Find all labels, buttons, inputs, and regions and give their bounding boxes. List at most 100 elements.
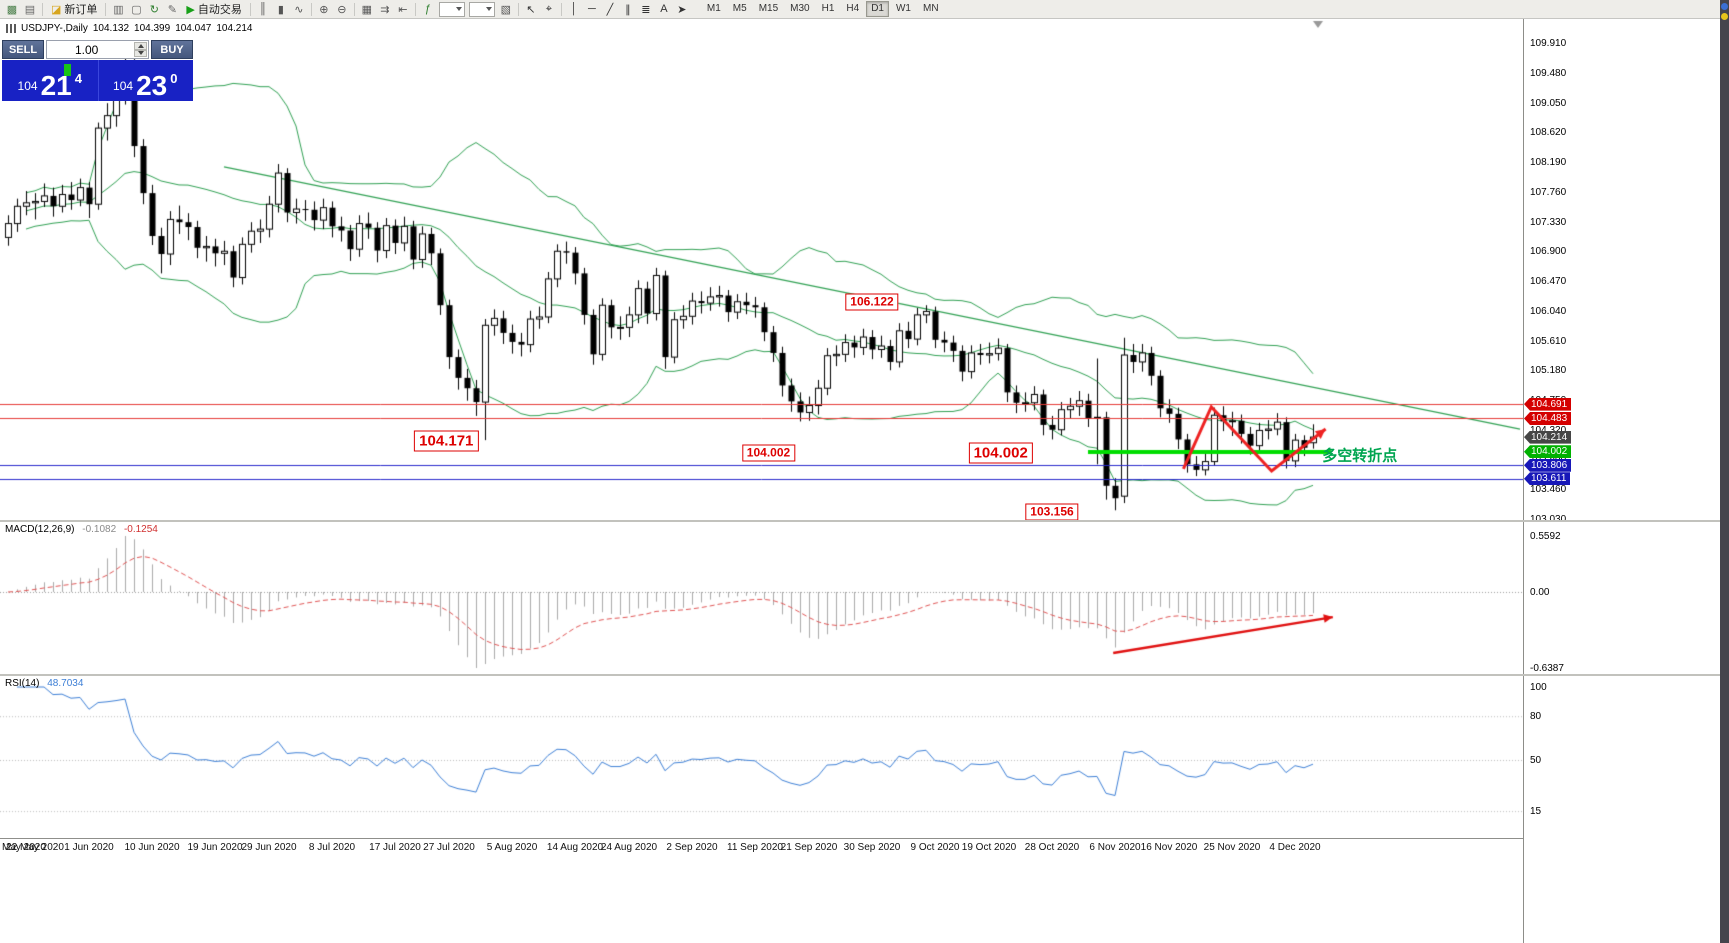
chart-profiles-icon[interactable]: ▤ bbox=[24, 3, 36, 16]
date-label: 19 Oct 2020 bbox=[961, 842, 1017, 853]
macd-panel-canvas[interactable] bbox=[0, 522, 1523, 676]
sell-price-point: 4 bbox=[74, 71, 82, 86]
time-axis[interactable]: May 2020 22 May 2020 1 Jun 2020 10 Jun 2020… bbox=[0, 838, 1523, 857]
rsi-pane-splitter[interactable] bbox=[0, 674, 1729, 676]
price-scale[interactable]: 109.910 109.480 109.050 108.620 108.190 107.7… bbox=[1523, 18, 1721, 943]
trendline-icon[interactable]: ╱ bbox=[606, 3, 614, 16]
market-watch-icon[interactable]: ▥ bbox=[113, 3, 124, 16]
zoom-out-icon[interactable]: ⊖ bbox=[337, 3, 347, 16]
blue-dot-icon[interactable] bbox=[1721, 3, 1728, 10]
volume-spinner[interactable] bbox=[134, 42, 147, 57]
date-label: 4 Dec 2020 bbox=[1269, 842, 1321, 853]
chart-shift-icon[interactable]: ⇤ bbox=[398, 3, 408, 16]
date-label: 30 Sep 2020 bbox=[843, 842, 901, 853]
indicators-icon[interactable]: ƒ bbox=[424, 3, 431, 15]
date-label: 11 Sep 2020 bbox=[727, 842, 783, 853]
vertical-line-icon[interactable]: │ bbox=[570, 3, 578, 15]
fibonacci-icon[interactable]: ≣ bbox=[641, 3, 651, 16]
timeframe-m5[interactable]: M5 bbox=[732, 3, 747, 14]
sell-button[interactable]: SELL bbox=[2, 40, 44, 59]
price-scale-label: 107.760 bbox=[1530, 186, 1567, 198]
buy-price-area[interactable]: 104 23 0 bbox=[98, 60, 194, 101]
timeframe-m15[interactable]: M15 bbox=[758, 3, 779, 14]
price-scale-label: 106.900 bbox=[1530, 246, 1567, 258]
chart-icon bbox=[6, 24, 16, 33]
ohlc-close: 104.214 bbox=[216, 23, 253, 34]
volume-input[interactable]: 1.00 bbox=[46, 40, 149, 59]
metaeditor-icon[interactable]: ✎ bbox=[167, 3, 178, 16]
macd-label: MACD(12,26,9) -0.1082 -0.1254 bbox=[5, 524, 158, 535]
timeframe-group: M1 M5 M15 M30 H1 H4 D1 W1 MN bbox=[701, 1, 945, 17]
autotrading-button[interactable]: ▶ 自动交易 bbox=[181, 1, 246, 17]
tile-windows-icon[interactable]: ▦ bbox=[361, 3, 373, 16]
price-scale-label: 109.480 bbox=[1530, 67, 1567, 79]
date-label: 22 May 2020 bbox=[6, 842, 64, 853]
tick-up-indicator bbox=[64, 64, 71, 76]
sell-price-area[interactable]: 104 21 4 bbox=[2, 60, 98, 101]
price-scale-label: 106.470 bbox=[1530, 276, 1567, 287]
rsi-value: 48.7034 bbox=[47, 678, 84, 689]
price-scale-label: 105.180 bbox=[1530, 365, 1567, 377]
sell-price-base: 104 bbox=[17, 79, 38, 93]
timeframe-w1[interactable]: W1 bbox=[895, 3, 911, 14]
indicators-dropdown[interactable] bbox=[438, 1, 465, 17]
strategy-tester-icon[interactable]: ↻ bbox=[149, 3, 160, 16]
macd-signal-value: -0.1254 bbox=[123, 524, 158, 535]
price-tag-103.611: 103.611 bbox=[1524, 472, 1571, 486]
timeframe-mn[interactable]: MN bbox=[922, 3, 939, 14]
crosshair-icon[interactable]: ⌖ bbox=[545, 2, 552, 15]
price-scale-label: 105.610 bbox=[1530, 335, 1567, 347]
price-scale-label: 108.190 bbox=[1530, 157, 1567, 168]
date-label: 8 Jul 2020 bbox=[308, 842, 356, 853]
timeframe-h1[interactable]: H1 bbox=[821, 3, 835, 14]
rsi-panel-canvas[interactable] bbox=[0, 676, 1523, 838]
price-tag-103.806: 103.806 bbox=[1524, 458, 1572, 472]
price-scale-label: 109.050 bbox=[1530, 97, 1567, 109]
toolbar-separator bbox=[414, 2, 416, 16]
ohlc-low: 104.047 bbox=[175, 23, 212, 34]
new-chart-icon[interactable]: ▩ bbox=[6, 3, 18, 16]
price-chart-canvas[interactable] bbox=[0, 18, 1523, 522]
buy-price-pips: 23 bbox=[136, 70, 168, 101]
auto-scroll-icon[interactable]: ⇉ bbox=[380, 3, 390, 16]
data-window-icon[interactable]: ▢ bbox=[131, 3, 142, 16]
date-label: 25 Nov 2020 bbox=[1203, 842, 1261, 853]
zoom-in-icon[interactable]: ⊕ bbox=[319, 3, 329, 16]
volume-increase-icon[interactable] bbox=[134, 42, 147, 50]
cursor-icon[interactable]: ↖ bbox=[526, 3, 536, 16]
price-scale-label: 107.330 bbox=[1530, 216, 1567, 228]
price-tag-104.214: 104.214 bbox=[1524, 430, 1572, 444]
timeframe-d1[interactable]: D1 bbox=[866, 1, 889, 17]
price-scale-label: 109.910 bbox=[1530, 38, 1567, 49]
buy-price-base: 104 bbox=[113, 79, 134, 93]
candlestick-chart-icon[interactable]: ▮ bbox=[277, 3, 284, 16]
rsi-scale-15: 15 bbox=[1530, 806, 1542, 818]
timeframes-dropdown[interactable] bbox=[468, 1, 495, 17]
bar-chart-icon[interactable]: ║ bbox=[258, 3, 267, 15]
date-label: 9 Oct 2020 bbox=[910, 842, 960, 853]
buy-button[interactable]: BUY bbox=[151, 40, 193, 59]
macd-scale-zero: 0.00 bbox=[1530, 586, 1550, 598]
line-chart-icon[interactable]: ∿ bbox=[294, 3, 304, 16]
rsi-scale-100: 100 bbox=[1530, 682, 1547, 693]
date-label: 17 Jul 2020 bbox=[369, 842, 421, 853]
yellow-dot-icon[interactable] bbox=[1721, 13, 1728, 20]
text-label-icon[interactable]: A bbox=[660, 3, 668, 15]
macd-main-value: -0.1082 bbox=[82, 524, 117, 535]
horizontal-line-icon[interactable]: ─ bbox=[587, 3, 596, 15]
new-order-button[interactable]: ◪ 新订单 bbox=[46, 1, 102, 17]
right-edge-bar bbox=[1720, 0, 1729, 943]
toolbar-separator bbox=[517, 2, 519, 16]
date-label: 29 Jun 2020 bbox=[241, 842, 297, 853]
arrows-icon[interactable]: ➤ bbox=[677, 3, 687, 16]
date-label: 27 Jul 2020 bbox=[423, 842, 475, 853]
timeframe-h4[interactable]: H4 bbox=[846, 3, 860, 14]
equidistant-channel-icon[interactable]: ∥ bbox=[625, 3, 631, 16]
timeframe-m30[interactable]: M30 bbox=[790, 3, 810, 14]
macd-name: MACD(12,26,9) bbox=[5, 524, 75, 535]
macd-pane-splitter[interactable] bbox=[0, 520, 1729, 522]
timeframe-m1[interactable]: M1 bbox=[706, 3, 721, 14]
symbol-period-label: USDJPY-,Daily bbox=[21, 23, 88, 34]
volume-decrease-icon[interactable] bbox=[134, 49, 147, 57]
templates-icon[interactable]: ▧ bbox=[500, 3, 512, 16]
